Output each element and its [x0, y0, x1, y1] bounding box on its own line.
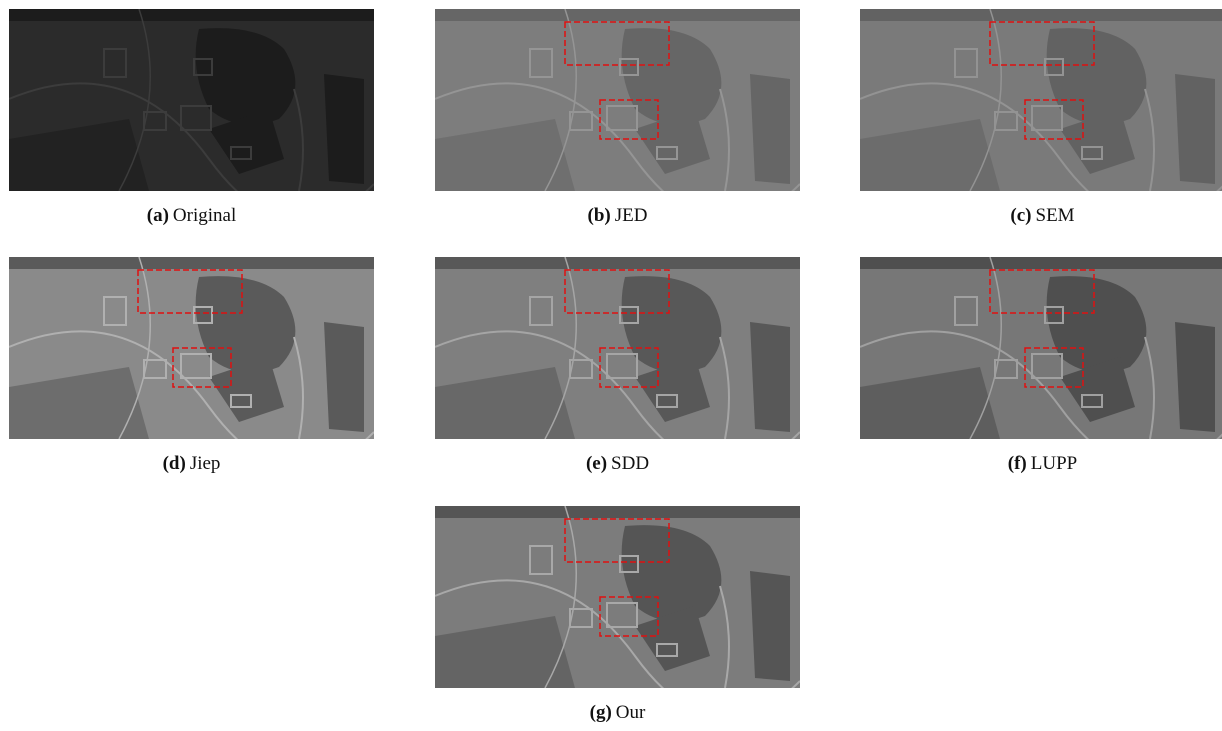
panel-tag: (d): [163, 453, 186, 474]
panel: (c)SEM: [860, 9, 1222, 227]
panel-name: Jiep: [190, 453, 221, 474]
panel-tag: (f): [1008, 453, 1027, 474]
panel-tag: (e): [586, 453, 607, 474]
panel-name: JED: [615, 205, 648, 226]
panel-name: SDD: [611, 453, 649, 474]
aerial-image: [435, 9, 800, 191]
aerial-image: [435, 506, 800, 688]
panel: (b)JED: [435, 9, 800, 227]
panel-tag: (a): [147, 205, 169, 226]
panel: (d)Jiep: [9, 257, 374, 475]
panel-name: Original: [173, 205, 236, 226]
panel-name: LUPP: [1031, 453, 1077, 474]
caption: (a)Original: [9, 205, 374, 227]
panel: (g)Our: [435, 506, 800, 724]
panel: (e)SDD: [435, 257, 800, 475]
aerial-image: [860, 9, 1222, 191]
panel: (a)Original: [9, 9, 374, 227]
panel-name: SEM: [1036, 205, 1075, 226]
aerial-image: [435, 257, 800, 439]
panel-tag: (g): [590, 702, 612, 723]
panel: (f)LUPP: [860, 257, 1222, 475]
caption: (b)JED: [435, 205, 800, 227]
caption: (d)Jiep: [9, 453, 374, 475]
caption: (e)SDD: [435, 453, 800, 475]
aerial-image: [9, 257, 374, 439]
panel-tag: (b): [588, 205, 611, 226]
caption: (g)Our: [435, 702, 800, 724]
figure: (a)Original (b)JED (c)SEM: [0, 0, 1222, 731]
caption: (c)SEM: [860, 205, 1222, 227]
panel-tag: (c): [1010, 205, 1031, 226]
aerial-image: [860, 257, 1222, 439]
caption: (f)LUPP: [860, 453, 1222, 475]
panel-name: Our: [616, 702, 646, 723]
aerial-image: [9, 9, 374, 191]
